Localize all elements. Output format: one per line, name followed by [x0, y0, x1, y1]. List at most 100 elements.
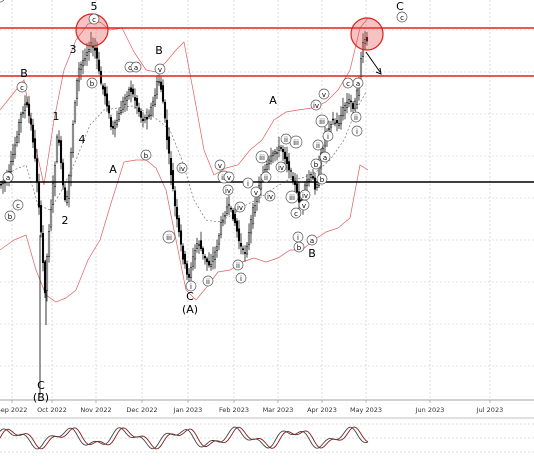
candle-body — [87, 49, 91, 52]
wave-label: v — [302, 202, 306, 210]
osc-line-signal — [0, 426, 369, 450]
osc-line-main — [0, 426, 369, 450]
wave-label: C — [37, 379, 45, 392]
candle-body — [161, 85, 165, 102]
candle-body — [113, 121, 117, 129]
wave-label: 1 — [53, 110, 60, 123]
wave-label: (B) — [33, 391, 49, 404]
wave-label: b — [314, 161, 319, 169]
candle-body — [267, 159, 271, 165]
candle-body — [205, 258, 209, 263]
candle-body — [359, 58, 363, 77]
wave-label-circle — [12, 199, 24, 211]
wave-label: c — [92, 16, 96, 24]
candle-body — [141, 118, 145, 122]
candle-body — [253, 205, 257, 214]
wave-label: iv — [267, 193, 273, 201]
candle-body — [327, 128, 331, 130]
candle-body — [285, 156, 289, 164]
x-tick-label: May 2023 — [350, 406, 382, 414]
candle-body — [331, 118, 335, 121]
wave-label: B — [20, 67, 28, 80]
candle-body — [143, 117, 147, 121]
candle-body — [99, 70, 103, 84]
wave-label: ii — [236, 262, 240, 270]
wave-label: iv — [237, 204, 243, 212]
candle-body — [27, 103, 31, 116]
wave-label: B — [308, 247, 316, 260]
candle-body — [345, 102, 349, 108]
highlight-marks — [75, 13, 384, 75]
candle-body — [241, 248, 245, 250]
x-tick-label: Feb 2023 — [219, 406, 249, 414]
candle-body — [245, 245, 249, 255]
wave-label: v — [0, 0, 2, 2]
candle-body — [231, 210, 235, 220]
wave-label-circle — [350, 111, 362, 123]
wave-label: iii — [319, 118, 325, 126]
candle-body — [351, 103, 355, 109]
candle-body — [69, 152, 73, 177]
wave-label: i — [247, 180, 249, 188]
candle-body — [279, 147, 283, 149]
wave-label: iii — [289, 194, 295, 202]
candle-body — [247, 232, 251, 246]
candle-body — [151, 101, 155, 106]
candle-body — [83, 58, 87, 61]
wave-label: v — [254, 189, 258, 197]
wave-label: a — [323, 154, 327, 162]
candle-body — [201, 248, 205, 254]
top-highlight-circle — [75, 13, 109, 47]
candle-body — [109, 117, 113, 128]
wave-label-circle — [2, 171, 14, 183]
candle-body — [103, 86, 107, 97]
candle-body — [41, 233, 45, 263]
candle-body — [33, 138, 37, 159]
candle-body — [63, 187, 67, 201]
wave-label: 4 — [79, 133, 86, 146]
candle-body — [333, 122, 337, 125]
candle-body — [193, 250, 197, 260]
candle-body — [363, 39, 367, 44]
candle-body — [167, 136, 171, 154]
candle-body — [77, 68, 81, 82]
wave-label: v — [218, 162, 222, 170]
wave-label-circle — [202, 275, 214, 287]
x-axis: Sep 2022 Oct 2022 Nov 2022 Dec 2022 Jan 2023… — [0, 400, 503, 414]
wave-label: iii — [259, 154, 265, 162]
candle-body — [67, 175, 71, 199]
top-highlight-circle — [350, 17, 384, 51]
candle-body — [211, 256, 215, 262]
candle-body — [155, 81, 159, 95]
wave-label-circle — [285, 190, 299, 204]
wave-label: ii — [354, 114, 358, 122]
wave-label: v — [322, 91, 326, 99]
wave-label: c — [400, 14, 404, 22]
wave-label-circle — [312, 139, 324, 151]
candle-body — [189, 267, 193, 279]
candle-body — [181, 245, 185, 260]
wave-label: iv — [313, 102, 319, 110]
candle-body — [79, 64, 83, 71]
wave-label: ii — [206, 278, 210, 286]
candle-body — [15, 136, 19, 143]
candle-body — [335, 120, 339, 124]
candle-body — [243, 252, 247, 254]
wave-label-circle — [264, 190, 276, 202]
candle-body — [121, 101, 125, 110]
candle-body — [289, 170, 293, 172]
wave-label: A — [109, 163, 117, 176]
candle-body — [315, 184, 319, 188]
wave-label: iv — [302, 192, 308, 200]
upper-band — [0, 17, 369, 186]
candle-body — [307, 178, 311, 182]
candle-body — [133, 97, 137, 101]
wave-label-circle — [315, 114, 329, 128]
wave-label-circle — [154, 63, 166, 75]
candle-body — [355, 89, 359, 105]
candle-body — [101, 85, 105, 90]
x-tick-label: Nov 2022 — [80, 406, 111, 414]
wave-label: i — [356, 128, 358, 136]
candle-body — [81, 60, 85, 67]
wave-label: iii — [293, 139, 299, 147]
